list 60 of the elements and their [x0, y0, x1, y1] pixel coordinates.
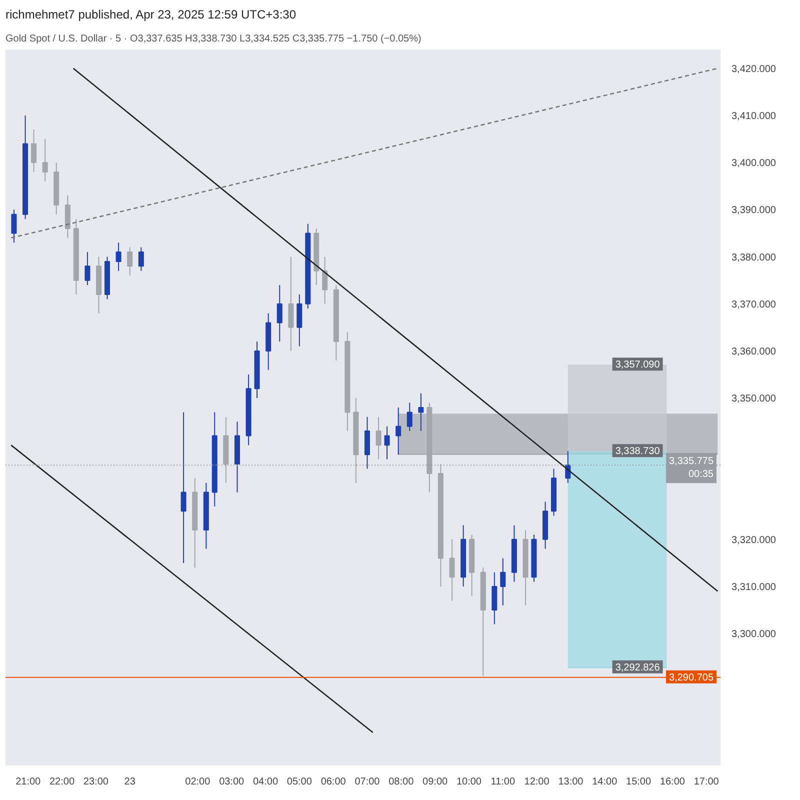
candlestick	[84, 252, 90, 286]
candlestick	[138, 246, 144, 272]
x-tick-label: 10:00	[456, 776, 482, 788]
candlestick	[384, 426, 390, 460]
candlestick	[406, 402, 412, 432]
y-tick-label: 3,390.000	[732, 205, 776, 216]
ref-line-label: 3,335.775 00:35	[669, 456, 714, 480]
x-tick-label: 03:00	[219, 776, 245, 788]
candlestick	[492, 572, 498, 625]
y-tick-label: 3,310.000	[732, 582, 776, 593]
candlestick	[376, 416, 382, 460]
y-tick-label: 3,380.000	[732, 252, 776, 264]
x-tick-label: 06:00	[320, 776, 346, 788]
candlestick	[276, 284, 282, 342]
x-tick-label: 02:00	[185, 776, 211, 788]
x-tick-label: 08:00	[388, 776, 414, 788]
annotation: 3,292.826	[615, 662, 660, 674]
candlestick	[396, 407, 402, 456]
y-tick-label: 3,360.000	[732, 346, 776, 358]
candlestick	[500, 558, 506, 606]
x-tick-label: 17:00	[694, 776, 720, 788]
x-tick-label: 05:00	[286, 776, 312, 788]
x-tick-label: 07:00	[354, 776, 380, 788]
candlestick	[127, 246, 133, 276]
y-tick-label: 3,300.000	[732, 629, 776, 640]
x-tick-label: 21:00	[16, 776, 42, 788]
chart-subtitle: Gold Spot / U.S. Dollar · 5 · O3,337.635 H3,338.730 L3,334.525 C3,335.775 −1.750 (−0.05%)	[6, 34, 422, 44]
candlestick	[116, 242, 122, 272]
y-tick-label: 3,350.000	[732, 394, 776, 405]
x-tick-label: 23:00	[83, 776, 109, 788]
y-tick-label: 3,370.000	[732, 299, 776, 310]
candlestick	[42, 138, 48, 182]
candlestick	[180, 412, 186, 564]
candlestick	[31, 129, 37, 172]
y-tick-label: 3,320.000	[732, 534, 776, 546]
candlestick	[418, 392, 424, 432]
x-tick-label: 09:00	[422, 776, 448, 788]
candlestick	[296, 294, 302, 347]
x-tick-label: 14:00	[592, 776, 618, 788]
y-tick-label: 3,400.000	[732, 158, 776, 170]
y-tick-label: 3,410.000	[732, 110, 776, 122]
annotation: 3,357.090	[615, 360, 660, 371]
candlestick	[364, 416, 370, 470]
x-tick-label: 13:00	[558, 776, 584, 788]
annotation: 3,338.730	[615, 446, 660, 458]
candlestick	[64, 195, 70, 238]
candlestick	[322, 256, 328, 304]
candlestick	[449, 538, 455, 602]
x-tick-label: 22:00	[50, 776, 75, 788]
ref-line-label: 3,290.705	[669, 672, 714, 684]
candlestick	[11, 209, 17, 244]
candlestick	[288, 256, 294, 352]
chart-title: richmehmet7 published, Apr 23, 2025 12:59 UTC+3:30	[6, 8, 296, 22]
x-tick-label: 16:00	[660, 776, 686, 788]
x-tick-label: 23	[124, 776, 136, 788]
x-tick-label: 15:00	[626, 776, 652, 788]
x-tick-label: 11:00	[490, 776, 516, 788]
x-tick-label: 04:00	[252, 776, 278, 788]
y-tick-label: 3,420.000	[732, 64, 776, 75]
x-tick-label: 12:00	[524, 776, 550, 788]
